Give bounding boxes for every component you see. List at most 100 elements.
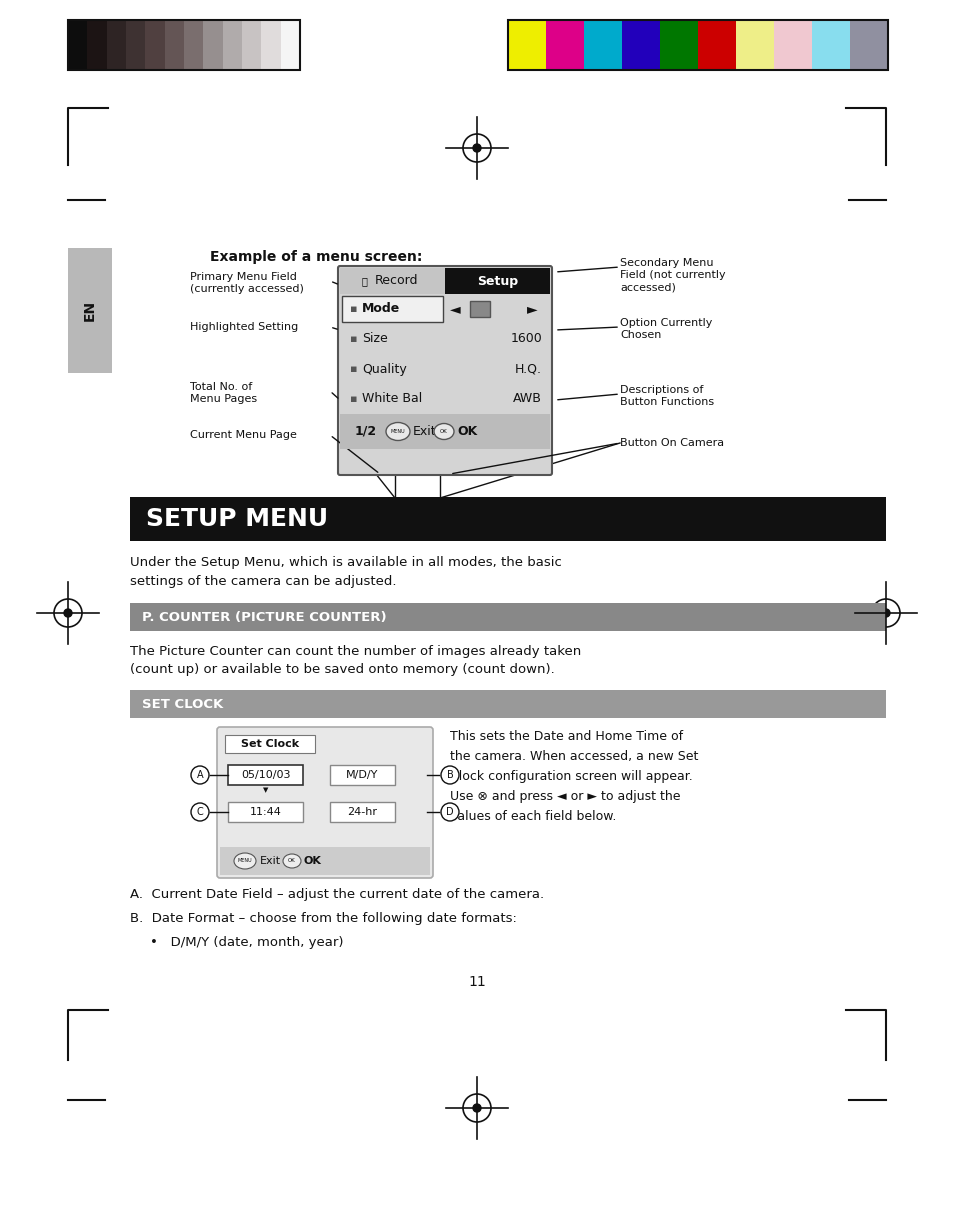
Text: Setup: Setup	[476, 275, 517, 288]
Bar	[130, 690, 885, 718]
Circle shape	[64, 609, 71, 617]
Bar	[583, 20, 621, 70]
Text: P. COUNTER (PICTURE COUNTER): P. COUNTER (PICTURE COUNTER)	[142, 611, 386, 624]
Text: ▪: ▪	[350, 394, 357, 405]
Text: ◄: ◄	[450, 302, 460, 316]
Circle shape	[440, 803, 458, 821]
Text: D: D	[446, 807, 454, 817]
Text: A: A	[196, 770, 203, 780]
Bar	[68, 20, 88, 70]
Bar	[242, 20, 261, 70]
Text: Descriptions of
Button Functions: Descriptions of Button Functions	[619, 385, 714, 407]
Text: ▼: ▼	[263, 787, 269, 793]
Text: 24-hr: 24-hr	[347, 807, 376, 817]
Text: Size: Size	[361, 332, 387, 346]
Text: ▪: ▪	[350, 304, 357, 314]
Text: Button On Camera: Button On Camera	[619, 438, 723, 447]
Text: Use ⊗ and press ◄ or ► to adjust the: Use ⊗ and press ◄ or ► to adjust the	[450, 790, 679, 803]
Text: AWB: AWB	[513, 392, 541, 406]
Bar	[145, 20, 165, 70]
Text: OK: OK	[439, 429, 447, 434]
Text: Option Currently
Chosen: Option Currently Chosen	[619, 318, 712, 341]
Text: values of each field below.: values of each field below.	[450, 810, 616, 823]
Bar	[735, 20, 773, 70]
Bar	[203, 20, 222, 70]
Bar	[184, 20, 203, 70]
Text: 1600: 1600	[510, 332, 541, 346]
Bar	[339, 268, 444, 294]
Text: Primary Menu Field
(currently accessed): Primary Menu Field (currently accessed)	[190, 272, 304, 294]
Text: ▪: ▪	[350, 333, 357, 345]
Text: Highlighted Setting: Highlighted Setting	[190, 322, 298, 332]
FancyBboxPatch shape	[216, 727, 433, 878]
Text: Set Clock: Set Clock	[241, 739, 298, 749]
Text: M/D/Y: M/D/Y	[345, 770, 377, 780]
Text: OK: OK	[288, 858, 295, 863]
Bar	[280, 20, 299, 70]
Bar	[545, 20, 583, 70]
Bar	[849, 20, 887, 70]
Text: 🎵: 🎵	[361, 276, 368, 286]
Bar	[68, 20, 299, 70]
Circle shape	[473, 1103, 480, 1112]
Bar	[507, 20, 545, 70]
Text: The Picture Counter can count the number of images already taken
(count up) or a: The Picture Counter can count the number…	[130, 645, 580, 677]
Bar	[470, 302, 490, 318]
Text: Secondary Menu
Field (not currently
accessed): Secondary Menu Field (not currently acce…	[619, 257, 725, 293]
Bar	[330, 765, 395, 785]
Bar	[228, 802, 303, 821]
Text: ►: ►	[527, 302, 537, 316]
Text: B.  Date Format – choose from the following date formats:: B. Date Format – choose from the followi…	[130, 912, 517, 924]
Circle shape	[191, 803, 209, 821]
Bar	[222, 20, 242, 70]
Text: A.  Current Date Field – adjust the current date of the camera.: A. Current Date Field – adjust the curre…	[130, 888, 543, 901]
Bar	[130, 603, 885, 631]
Text: Record: Record	[375, 275, 417, 288]
Bar	[126, 20, 145, 70]
Bar	[228, 765, 303, 785]
Bar	[107, 20, 126, 70]
Text: MENU: MENU	[237, 858, 252, 863]
Bar	[339, 414, 550, 449]
Bar	[621, 20, 659, 70]
Bar	[130, 497, 885, 541]
Text: C: C	[196, 807, 203, 817]
Bar	[330, 802, 395, 821]
Text: Exit: Exit	[260, 856, 281, 866]
Text: Clock configuration screen will appear.: Clock configuration screen will appear.	[450, 770, 692, 783]
Text: This sets the Date and Home Time of: This sets the Date and Home Time of	[450, 729, 682, 743]
Ellipse shape	[386, 423, 410, 440]
Text: SETUP MENU: SETUP MENU	[146, 508, 328, 531]
Bar	[68, 248, 112, 373]
Text: White Bal: White Bal	[361, 392, 422, 406]
Text: •   D/M/Y (date, month, year): • D/M/Y (date, month, year)	[150, 935, 343, 949]
Bar	[220, 847, 430, 875]
Bar	[444, 268, 550, 294]
Bar	[341, 295, 442, 322]
Text: Total No. of
Menu Pages: Total No. of Menu Pages	[190, 383, 257, 405]
FancyBboxPatch shape	[337, 266, 552, 474]
Circle shape	[473, 143, 480, 152]
Text: Example of a menu screen:: Example of a menu screen:	[210, 250, 422, 264]
Text: OK: OK	[456, 425, 476, 438]
Bar	[811, 20, 849, 70]
Bar	[659, 20, 698, 70]
Text: 11: 11	[468, 975, 485, 989]
Text: 05/10/03: 05/10/03	[241, 770, 291, 780]
Bar	[261, 20, 280, 70]
Bar	[88, 20, 107, 70]
Circle shape	[882, 609, 889, 617]
Circle shape	[191, 766, 209, 783]
Text: Current Menu Page: Current Menu Page	[190, 430, 296, 440]
Circle shape	[440, 766, 458, 783]
Text: MENU: MENU	[391, 429, 405, 434]
Text: Exit: Exit	[413, 425, 436, 438]
Ellipse shape	[283, 855, 301, 868]
Bar	[507, 20, 887, 70]
Text: H.Q.: H.Q.	[515, 363, 541, 375]
Text: the camera. When accessed, a new Set: the camera. When accessed, a new Set	[450, 750, 698, 763]
Text: 1/2: 1/2	[355, 425, 376, 438]
Bar	[773, 20, 811, 70]
Text: 11:44: 11:44	[250, 807, 282, 817]
Text: SET CLOCK: SET CLOCK	[142, 698, 223, 711]
